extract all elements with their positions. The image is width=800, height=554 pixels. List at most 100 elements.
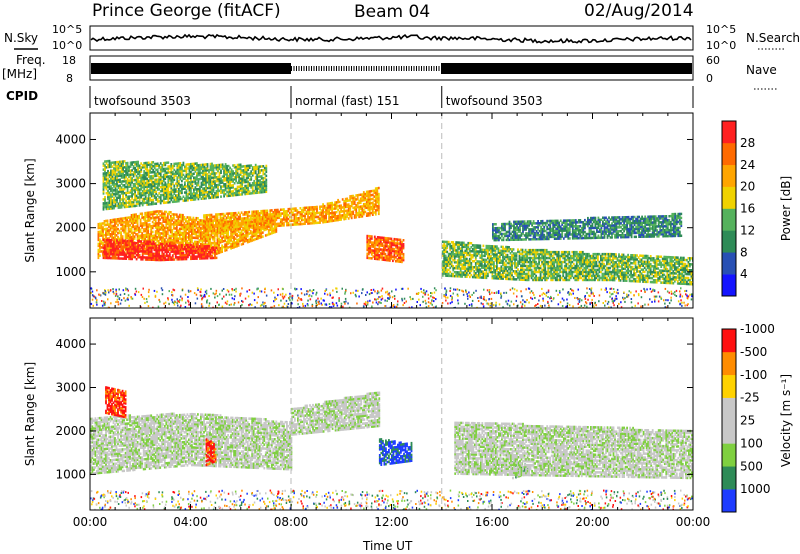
velocity-band: [454, 421, 693, 480]
velocity-panel: 1000 2000 3000 4000 00:00 04:00 08:00 12:00 16:0…: [23, 317, 793, 529]
y-tick-label: 1000: [55, 467, 86, 481]
nsearch-tick-bottom: 10^0: [706, 39, 736, 52]
colorbar-tick-label: 24: [740, 158, 755, 172]
freq-unit: [MHz]: [2, 67, 37, 81]
velocity-colorbar: 1000 500 100 25 -25 -100 -500 -1000 Velocity [m …: [721, 322, 793, 513]
colorbar-tick-label: -25: [740, 391, 760, 405]
y-tick-label: 4000: [55, 132, 86, 146]
colorbar-swatch: [722, 142, 736, 166]
colorbar-tick-label: 500: [740, 459, 763, 473]
cpid-label: CPID: [6, 89, 38, 103]
colorbar-swatch: [722, 252, 736, 275]
nsky-trace: [90, 33, 692, 44]
velocity-near-range-speckle: [90, 489, 693, 510]
freq-band-first: [91, 63, 291, 74]
station-title: Prince George (fitACF): [92, 1, 281, 21]
velocity-y-axis-label: Slant Range [km]: [23, 362, 37, 466]
y-tick-label: 2000: [55, 424, 86, 438]
velocity-band: [105, 386, 127, 419]
colorbar-swatch: [722, 443, 736, 467]
x-tick-label: 04:00: [173, 515, 208, 529]
nave-tick-bottom: 0: [706, 72, 713, 85]
cpid-segment-label: twofsound 3503: [446, 94, 543, 108]
velocity-band: [291, 391, 381, 436]
nsky-tick-top: 10^5: [52, 23, 82, 36]
power-band: [203, 186, 380, 233]
nave-label: Nave: [746, 63, 777, 77]
nave-tick-top: 60: [706, 54, 720, 67]
power-y-axis-label: Slant Range [km]: [23, 158, 37, 262]
nsearch-tick-top: 10^5: [706, 23, 736, 36]
colorbar-swatch: [722, 208, 736, 231]
velocity-band: [378, 438, 413, 466]
nsky-strip-frame: [89, 25, 694, 51]
x-axis-label: Time UT: [362, 539, 413, 553]
colorbar-tick-label: 8: [740, 245, 748, 259]
velocity-band: [90, 412, 293, 475]
y-tick-label: 3000: [55, 177, 86, 191]
colorbar-swatch: [722, 489, 736, 513]
colorbar-tick-label: 28: [740, 136, 755, 150]
date-title: 02/Aug/2014: [584, 1, 694, 21]
power-band: [441, 240, 693, 286]
colorbar-swatch: [722, 466, 736, 490]
y-tick-label: 2000: [55, 221, 86, 235]
colorbar-swatch: [722, 329, 736, 353]
colorbar-swatch: [722, 230, 736, 253]
power-band: [366, 234, 405, 264]
x-tick-label: 00:00: [73, 515, 108, 529]
colorbar-swatch: [722, 351, 736, 376]
colorbar-swatch: [722, 420, 736, 444]
colorbar-tick-label: 25: [740, 414, 755, 428]
power-panel: 1000 2000 3000 4000 Slant Range [km] 4 8 12 16 20…: [23, 112, 793, 309]
colorbar-frame: [721, 120, 737, 297]
x-tick-label: 16:00: [475, 515, 510, 529]
colorbar-tick-label: 20: [740, 180, 755, 194]
cpid-segment-label: normal (fast) 151: [295, 94, 399, 108]
colorbar-swatch: [722, 186, 736, 209]
colorbar-tick-label: 100: [740, 436, 763, 450]
x-tick-label: 08:00: [274, 515, 309, 529]
y-tick-label: 4000: [55, 337, 86, 351]
x-tick-label: 00:00: [676, 515, 711, 529]
velocity-band: [205, 438, 217, 467]
beam-title: Beam 04: [354, 2, 430, 22]
x-tick-label: 20:00: [575, 515, 610, 529]
colorbar-swatch: [722, 164, 736, 187]
freq-strip-frame: [89, 55, 694, 81]
colorbar-swatch: [722, 374, 736, 398]
nsearch-label: N.Search: [746, 31, 800, 45]
colorbar-tick-label: -100: [740, 368, 767, 382]
colorbar-frame: [721, 328, 737, 513]
colorbar-tick-label: 1000: [740, 482, 771, 496]
power-band: [102, 238, 218, 262]
power-colorbar: 4 8 12 16 20 24 28 Power [dB]: [721, 120, 793, 297]
velocity-data-layer: [90, 386, 693, 510]
x-tick-label: 12:00: [374, 515, 409, 529]
colorbar-tick-label: 12: [740, 223, 755, 237]
power-band: [102, 159, 268, 211]
freq-tick-bottom: 8: [66, 72, 73, 85]
colorbar-swatch: [722, 397, 736, 421]
power-band: [492, 212, 683, 242]
power-colorbar-label: Power [dB]: [779, 176, 793, 241]
power-data-layer: [90, 159, 693, 308]
cpid-row: twofsound 3503 normal (fast) 151 twofsound…: [89, 86, 694, 108]
colorbar-tick-label: -500: [740, 345, 767, 359]
freq-label: Freq.: [16, 53, 46, 67]
y-tick-label: 1000: [55, 265, 86, 279]
y-tick-label: 3000: [55, 381, 86, 395]
freq-band-last: [441, 63, 692, 74]
colorbar-tick-label: 16: [740, 202, 755, 216]
cpid-segment-label: twofsound 3503: [94, 94, 191, 108]
nsky-tick-bottom: 10^0: [52, 39, 82, 52]
colorbar-tick-label: 4: [740, 267, 748, 281]
nsky-label: N.Sky: [4, 31, 38, 45]
colorbar-swatch: [722, 274, 736, 297]
colorbar-swatch: [722, 121, 736, 144]
freq-tick-top: 18: [62, 54, 76, 67]
colorbar-tick-label: -1000: [740, 322, 775, 336]
velocity-colorbar-label: Velocity [m s⁻¹]: [779, 374, 793, 467]
power-near-range-speckle: [90, 287, 693, 308]
